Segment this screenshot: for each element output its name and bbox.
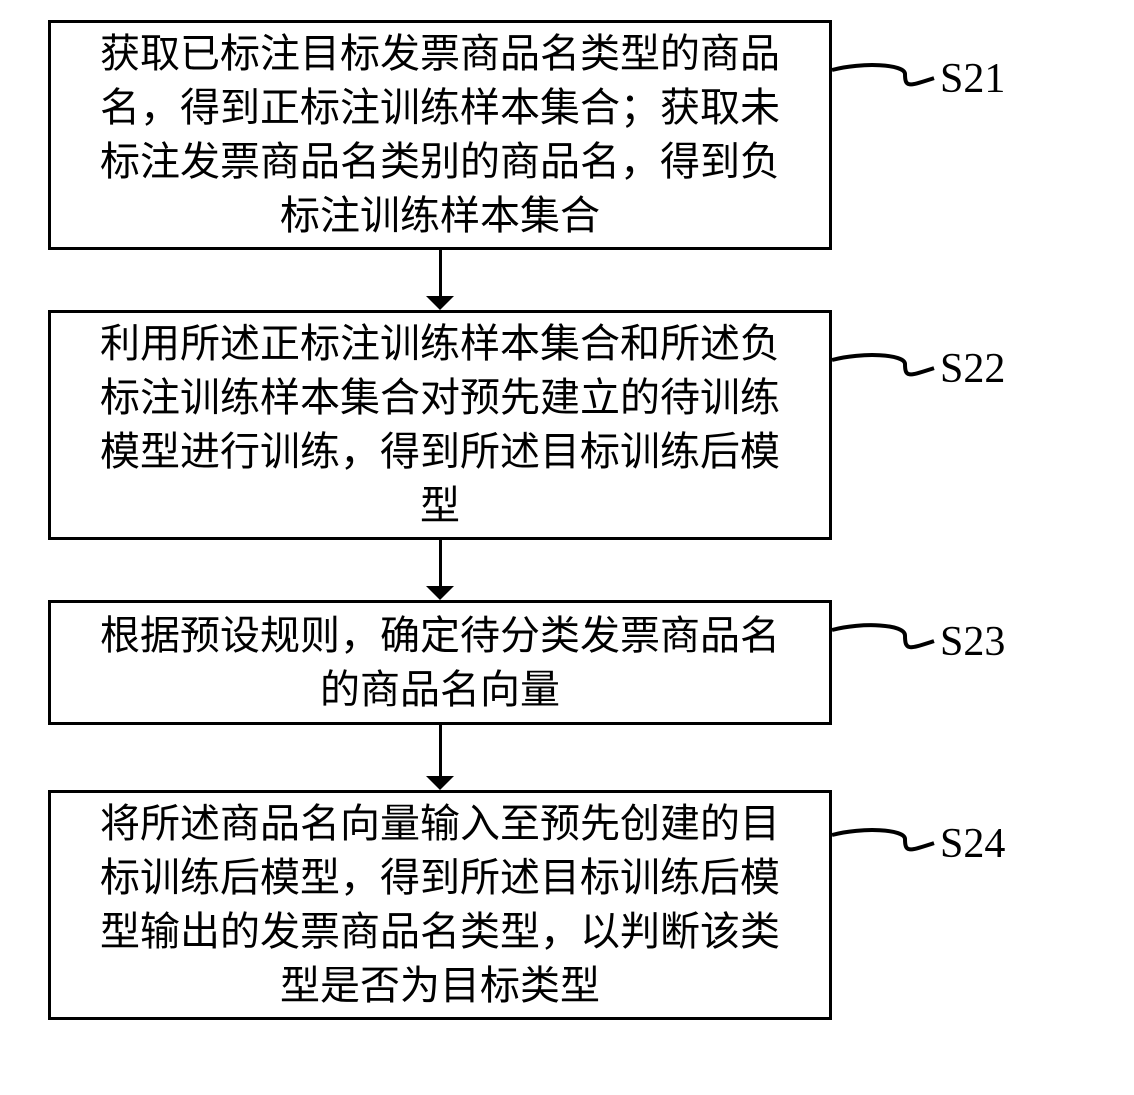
- flowchart-canvas: 获取已标注目标发票商品名类型的商品名，得到正标注训练样本集合；获取未标注发票商品…: [0, 0, 1134, 1095]
- flow-node-text: 根据预设规则，确定待分类发票商品名的商品名向量: [81, 609, 799, 717]
- connector-n3: [822, 608, 960, 698]
- flow-node-n4: 将所述商品名向量输入至预先创建的目标训练后模型，得到所述目标训练后模型输出的发票…: [48, 790, 832, 1020]
- connector-n4: [822, 810, 960, 903]
- flow-node-n2: 利用所述正标注训练样本集合和所述负标注训练样本集合对预先建立的待训练模型进行训练…: [48, 310, 832, 540]
- flow-node-text: 将所述商品名向量输入至预先创建的目标训练后模型，得到所述目标训练后模型输出的发票…: [81, 797, 799, 1013]
- arrow-head-icon: [426, 586, 454, 600]
- arrow-line: [439, 725, 442, 776]
- arrow-head-icon: [426, 296, 454, 310]
- connector-n1: [822, 45, 960, 138]
- flow-node-text: 获取已标注目标发票商品名类型的商品名，得到正标注训练样本集合；获取未标注发票商品…: [81, 27, 799, 243]
- flow-node-n3: 根据预设规则，确定待分类发票商品名的商品名向量: [48, 600, 832, 725]
- flow-node-text: 利用所述正标注训练样本集合和所述负标注训练样本集合对预先建立的待训练模型进行训练…: [81, 317, 799, 533]
- arrow-line: [439, 250, 442, 296]
- flow-node-n1: 获取已标注目标发票商品名类型的商品名，得到正标注训练样本集合；获取未标注发票商品…: [48, 20, 832, 250]
- arrow-line: [439, 540, 442, 586]
- connector-n2: [822, 335, 960, 428]
- arrow-head-icon: [426, 776, 454, 790]
